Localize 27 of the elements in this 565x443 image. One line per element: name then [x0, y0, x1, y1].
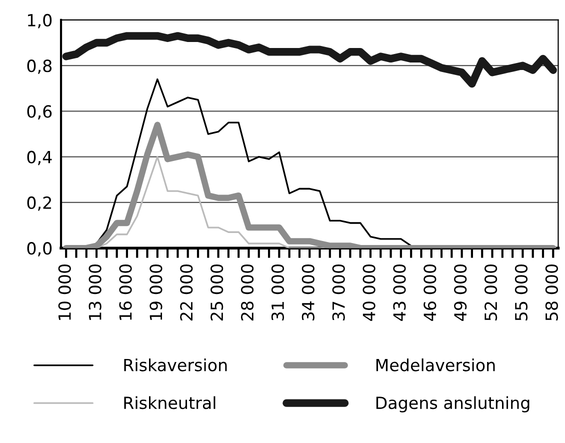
- x-tick-label: 40 000: [362, 264, 376, 321]
- legend-label: Medelaversion: [376, 358, 495, 372]
- x-tick-label: 25 000: [210, 264, 224, 320]
- x-tick-label: 19 000: [150, 264, 162, 320]
- legend-label: Dagens anslutning: [376, 396, 530, 412]
- x-tick-label: 31 000: [271, 264, 284, 320]
- y-tick-label: 0,2: [27, 196, 52, 211]
- x-tick-label: 46 000: [424, 264, 436, 321]
- x-tick-label: 43 000: [393, 264, 406, 321]
- legend-label: Riskneutral: [124, 396, 216, 410]
- x-tick-label: 58 000: [545, 264, 558, 320]
- x-tick-label: 22 000: [180, 264, 193, 320]
- y-tick-label: 0,0: [27, 242, 52, 256]
- x-tick-label: 37 000: [332, 264, 345, 320]
- y-tick-label: 0,4: [27, 150, 52, 166]
- y-tick-label: 1,0: [28, 14, 52, 28]
- x-tick-label: 10 000: [58, 264, 71, 320]
- x-tick-label: 55 000: [514, 264, 528, 320]
- x-tick-label: 28 000: [240, 264, 254, 320]
- y-tick-label: 0,8: [27, 60, 52, 74]
- x-tick-label: 52 000: [484, 264, 498, 320]
- x-tick-label: 34 000: [302, 264, 314, 320]
- y-tick-label: 0,6: [27, 105, 52, 120]
- x-tick-label: 49 000: [454, 264, 467, 321]
- x-tick-label: 13 000: [88, 264, 102, 320]
- legend-label: Riskaversion: [124, 358, 227, 372]
- x-tick-label: 16 000: [119, 264, 132, 320]
